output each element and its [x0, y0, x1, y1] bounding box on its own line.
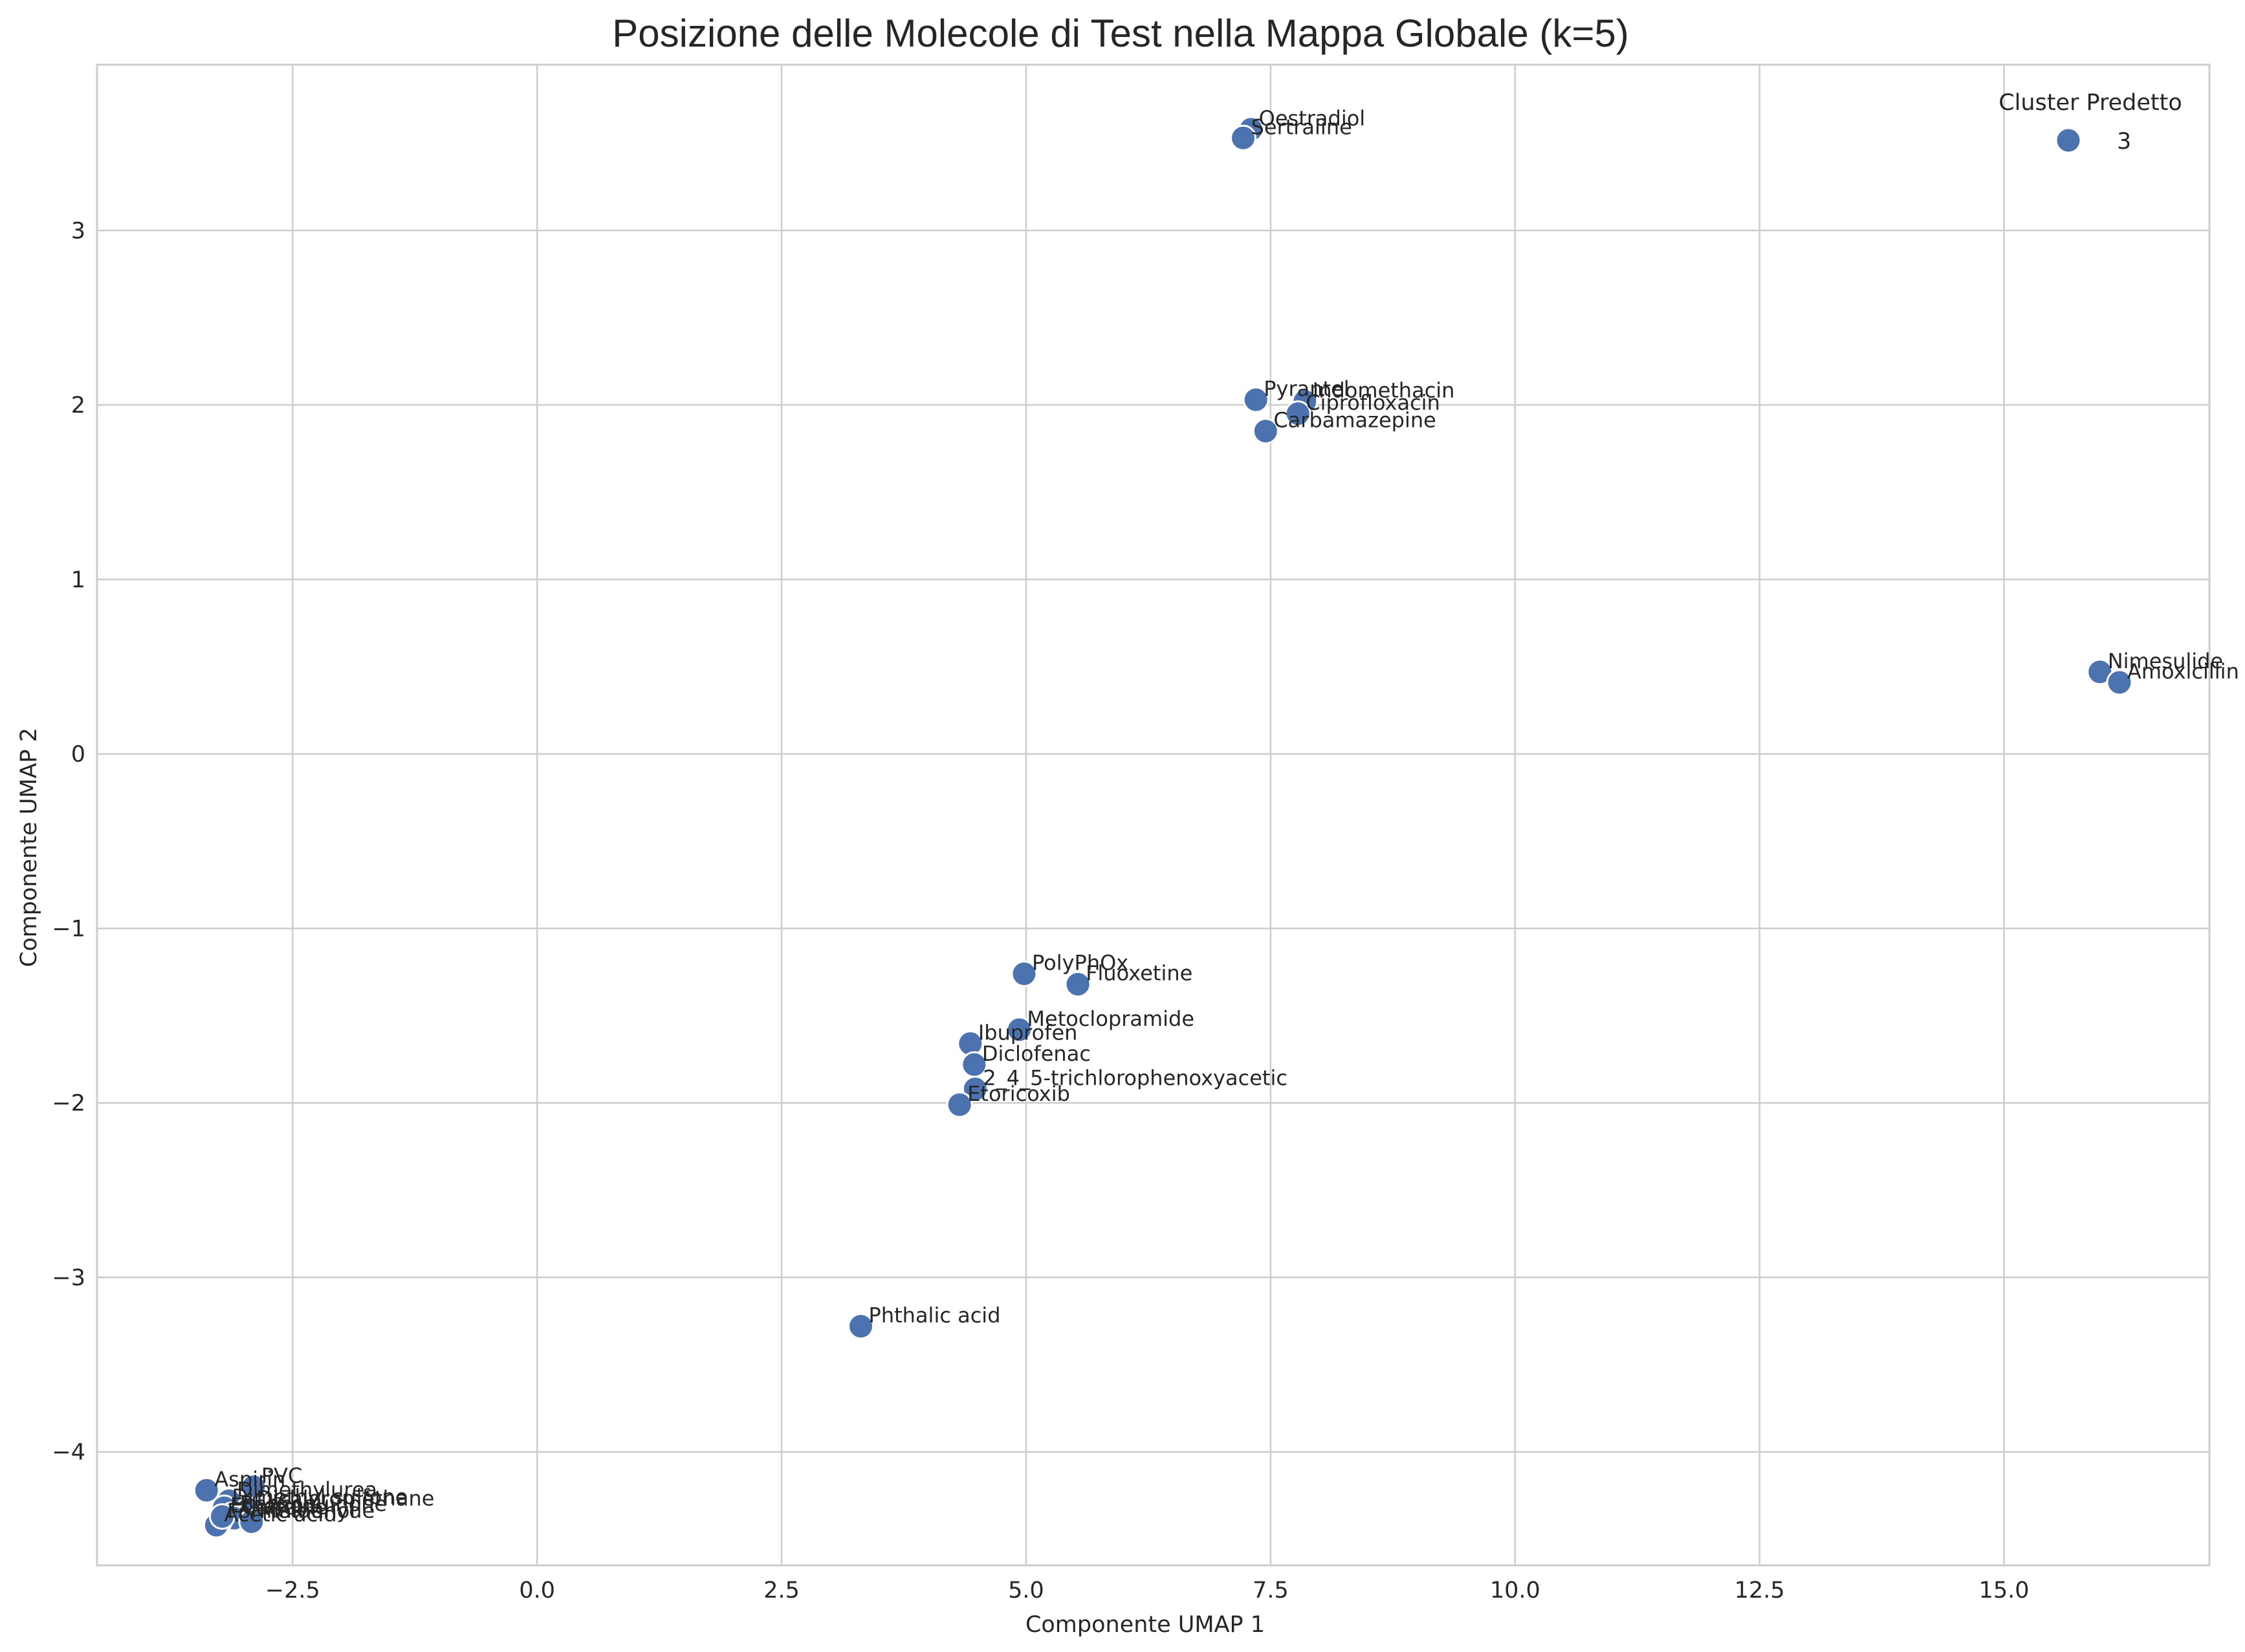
- scatter-point: [238, 1508, 265, 1536]
- y-tick-label: −4: [52, 1440, 85, 1466]
- scatter-point: [848, 1312, 875, 1340]
- legend-entry: 3: [2117, 129, 2131, 155]
- point-label: Etoricoxib: [967, 1081, 1070, 1106]
- x-tick-label: 5.0: [1008, 1578, 1044, 1603]
- scatter-point: [1230, 124, 1257, 151]
- x-tick-label: 2.5: [763, 1578, 800, 1603]
- legend: Cluster Predetto 3: [1999, 90, 2182, 155]
- point-label: Dimethyl sulfone: [232, 1484, 408, 1509]
- point-label: PVC: [261, 1464, 303, 1488]
- point-label: Ethanol: [230, 1493, 308, 1517]
- scatter-point: [2106, 669, 2133, 696]
- y-tick-label: −1: [52, 916, 85, 942]
- point-label: Formaldehyde: [227, 1499, 375, 1523]
- x-tick-label: −2.5: [265, 1578, 320, 1603]
- x-tick-label: 0.0: [519, 1578, 555, 1603]
- x-tick-label: 12.5: [1735, 1578, 1785, 1603]
- y-axis-label: Componente UMAP 2: [16, 728, 42, 967]
- legend-marker: [2055, 127, 2082, 154]
- scatter-point: [1284, 400, 1311, 428]
- legend-title: Cluster Predetto: [1999, 90, 2182, 116]
- x-tick-label: 15.0: [1979, 1578, 2030, 1603]
- y-tick-label: 3: [71, 218, 85, 244]
- y-tick-label: −3: [52, 1265, 85, 1291]
- y-tick-label: 1: [71, 567, 85, 593]
- point-label: Phthalic acid: [869, 1303, 1001, 1327]
- scatter-point: [1242, 386, 1269, 413]
- x-tick-label: 7.5: [1253, 1578, 1289, 1603]
- point-label: Ibuprofen: [978, 1020, 1078, 1045]
- point-label: Oestradiol: [1259, 106, 1366, 131]
- scatter-point: [208, 1503, 235, 1530]
- scatter-point: [1252, 418, 1279, 445]
- x-axis-label: Componente UMAP 1: [1025, 1612, 1265, 1638]
- point-label: Diclofenac: [982, 1041, 1091, 1066]
- point-label: PolyPhOx: [1032, 950, 1128, 975]
- point-label: Sertraline: [1251, 114, 1352, 139]
- point-label: Indomethacin: [1313, 378, 1455, 403]
- scatter-point: [1005, 1016, 1033, 1043]
- scatter-point: [1064, 971, 1091, 998]
- plot-frame: [96, 63, 2211, 1567]
- scatter-point: [1011, 960, 1038, 987]
- y-tick-label: 2: [71, 393, 85, 418]
- point-label: Pyrantel: [1264, 376, 1349, 401]
- point-label: Fluoxetine: [1086, 961, 1192, 986]
- grid-layer: [97, 65, 2209, 1565]
- point-label: Benzoquinone: [240, 1492, 388, 1516]
- point-label: Amoxicillin: [2127, 659, 2239, 684]
- points-layer: [193, 116, 2133, 1539]
- point-label: Carbamazepine: [1273, 408, 1436, 433]
- point-label: Aspirin: [214, 1467, 285, 1492]
- scatter-point: [193, 1477, 220, 1504]
- point-label: Dichloromethane: [256, 1486, 434, 1511]
- y-tick-label: 0: [71, 742, 85, 768]
- chart-title: Posizione delle Molecole di Test nella M…: [612, 12, 1628, 55]
- point-label: Metoclopramide: [1027, 1006, 1194, 1031]
- point-label: Dimethylurea: [237, 1477, 377, 1502]
- point-label: Methanol: [259, 1499, 355, 1523]
- point-label: Ciprofloxacin: [1306, 391, 1440, 415]
- scatter-point: [961, 1076, 989, 1103]
- y-tick-label: −2: [52, 1091, 85, 1116]
- point-label: Caffeine: [242, 1495, 328, 1519]
- point-label: 2_4_5-trichlorophenoxyacetic: [983, 1066, 1287, 1091]
- point-label: Nimesulide: [2108, 649, 2223, 673]
- tick-layer: −2.5 0.0 2.5 5.0 7.5 10.0 12.5 15.0 −4 −3 −2 −1 0 1 2 3: [52, 218, 2029, 1603]
- point-label: Acetic acid: [224, 1502, 336, 1527]
- scatter-point: [946, 1091, 973, 1118]
- x-tick-label: 10.0: [1490, 1578, 1540, 1603]
